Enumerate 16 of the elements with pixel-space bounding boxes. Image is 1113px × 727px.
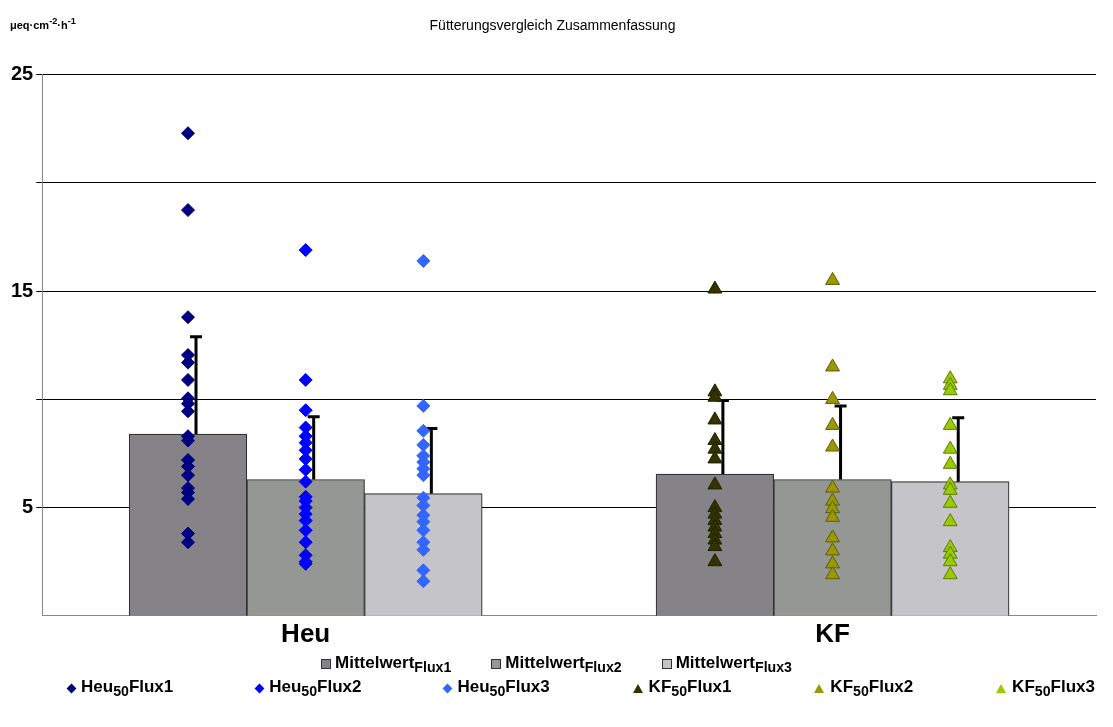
legend-label: Mittelwert$_{Flux3}$ <box>675 653 792 676</box>
legend-label: Mittelwert$_{Flux2}$ <box>505 653 622 676</box>
legend-label: KF$_{50}$Flux3 <box>1012 677 1095 700</box>
x-tick-label: Heu <box>281 617 331 648</box>
y-tick-label: 15 <box>11 278 34 301</box>
chart-title: Fütterungsvergleich Zusammenfassung <box>429 17 676 34</box>
legend-label: Heu$_{50}$Flux2 <box>269 677 362 700</box>
x-tick-label: KF <box>815 617 850 648</box>
legend-label: KF$_{50}$Flux1 <box>648 677 732 700</box>
legend-label: Heu$_{50}$Flux1 <box>81 677 174 700</box>
legend-label: Mittelwert$_{Flux1}$ <box>335 653 452 676</box>
y-axis-title: μeq·cm$^{-2}$·h$^{-1}$ <box>10 16 76 31</box>
y-tick-label: 5 <box>22 495 34 518</box>
legend-label: KF$_{50}$Flux2 <box>830 677 914 700</box>
legend-label: Heu$_{50}$Flux3 <box>457 677 550 700</box>
y-tick-label: 25 <box>11 62 34 85</box>
